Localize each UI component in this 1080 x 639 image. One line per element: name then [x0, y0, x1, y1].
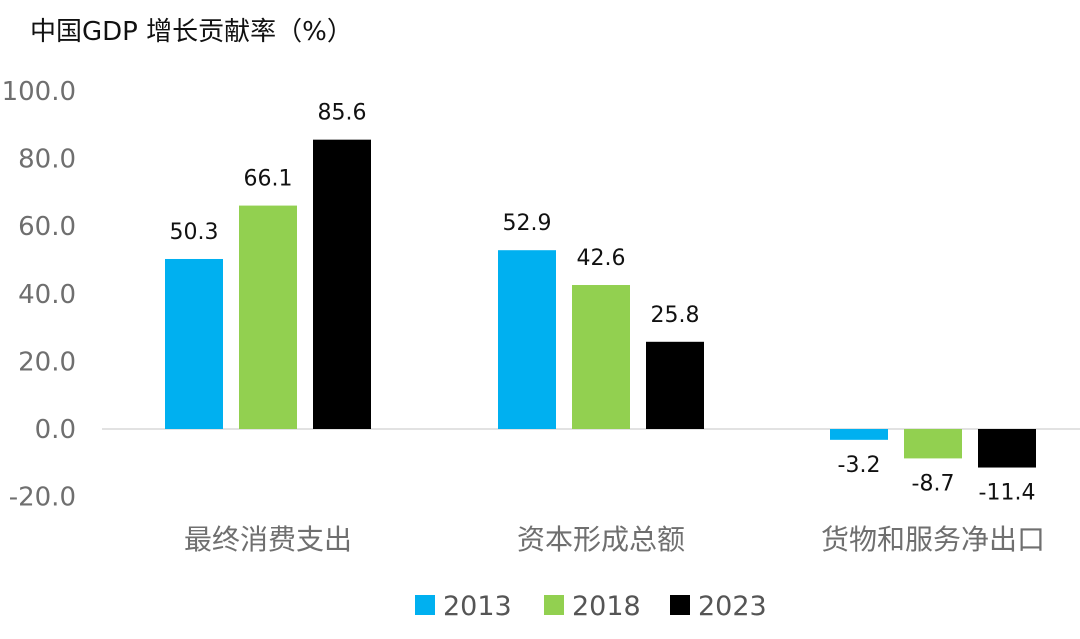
data-label: 42.6: [577, 246, 626, 271]
data-labels-group: 50.3 52.9 -3.2 66.1 42.6 -8.7 85.6 25.8 -11.4: [170, 101, 1036, 506]
y-axis: 100.0 80.0 60.0 40.0 20.0 0.0 -20.0: [2, 77, 76, 513]
y-tick-label: 40.0: [18, 280, 76, 310]
data-label: 25.8: [651, 303, 700, 328]
data-label: -11.4: [979, 481, 1036, 506]
bar-2013-2: [830, 429, 888, 440]
y-tick-label: 60.0: [18, 212, 76, 242]
legend-label: 2023: [698, 591, 767, 622]
bar-2018-2: [904, 429, 962, 459]
bar-2018-0: [239, 205, 297, 429]
legend-label: 2018: [572, 591, 641, 622]
data-label: -8.7: [912, 471, 955, 496]
data-label: -3.2: [838, 453, 881, 478]
y-tick-label: 0.0: [35, 415, 76, 445]
legend-swatch: [415, 595, 435, 615]
category-label: 最终消费支出: [184, 523, 352, 556]
legend-swatch: [670, 595, 690, 615]
category-label: 货物和服务净出口: [821, 523, 1045, 556]
bar-2023-1: [646, 341, 704, 429]
bar-2023-0: [313, 139, 371, 429]
chart-title: 中国GDP 增长贡献率（%）: [30, 17, 353, 47]
bar-2013-1: [498, 250, 556, 429]
bars-group: [165, 139, 1036, 468]
y-tick-label: 20.0: [18, 347, 76, 377]
data-label: 52.9: [503, 211, 552, 236]
y-tick-label: 100.0: [2, 77, 76, 107]
legend-label: 2013: [443, 591, 512, 622]
bar-2013-0: [165, 258, 223, 429]
y-tick-label: -20.0: [9, 483, 76, 513]
legend-item-2013: 2013: [415, 591, 512, 622]
category-label: 资本形成总额: [517, 523, 685, 556]
legend: 2013 2018 2023: [415, 591, 767, 622]
data-label: 85.6: [318, 101, 367, 126]
y-tick-label: 80.0: [18, 145, 76, 175]
legend-item-2023: 2023: [670, 591, 767, 622]
data-label: 50.3: [170, 220, 219, 245]
data-label: 66.1: [244, 167, 293, 192]
legend-item-2018: 2018: [544, 591, 641, 622]
bar-2018-1: [572, 285, 630, 429]
category-labels-group: 最终消费支出 资本形成总额 货物和服务净出口: [184, 523, 1045, 556]
bar-2023-2: [978, 429, 1036, 468]
legend-swatch: [544, 595, 564, 615]
